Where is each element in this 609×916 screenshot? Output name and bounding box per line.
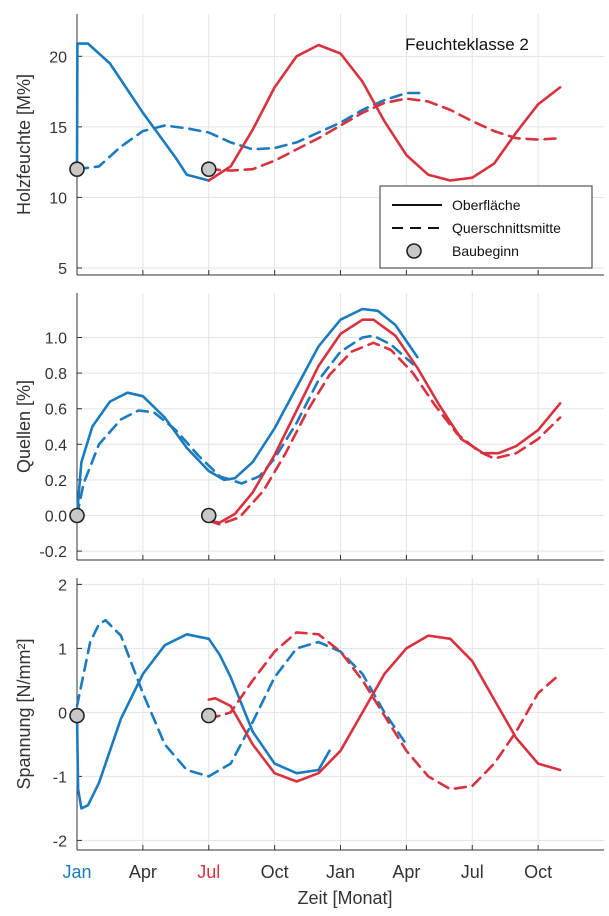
y-tick-label: 5 [58, 261, 67, 278]
y-axis-label: Holzfeuchte [M%] [14, 74, 34, 215]
series-line-blue-dashed [75, 334, 415, 517]
y-tick-label: -0.2 [39, 544, 67, 561]
y-tick-label: 0.8 [45, 366, 67, 383]
panel-annotation: Feuchteklasse 2 [405, 35, 529, 54]
series-line-red-dashed [207, 341, 562, 526]
x-tick-label: Apr [129, 862, 157, 882]
legend: Oberfläche Querschnittsmitte Baubeginn [379, 185, 593, 269]
x-tick-label: Jan [62, 862, 91, 882]
legend-marker-icon [406, 243, 422, 259]
panel-2: -0.2 0.0 0.2 0.4 0.6 0.8 1.0 Quellen [%] [14, 293, 604, 561]
x-tick-label: Oct [524, 862, 552, 882]
y-tick-label: 10 [49, 190, 67, 207]
baubeginn-marker [69, 507, 85, 524]
legend-entry-label: Querschnittsmitte [452, 220, 561, 236]
legend-entry-label: Oberfläche [452, 197, 521, 213]
baubeginn-marker [200, 707, 217, 724]
y-tick-label: -2 [53, 833, 67, 850]
y-tick-label: 15 [49, 120, 67, 137]
y-tick-label: 0.4 [45, 437, 67, 454]
x-tick-label: Apr [392, 862, 420, 882]
series-line-blue-dashed [75, 91, 421, 171]
y-tick-label: 0 [58, 705, 67, 722]
x-tick-label: Jul [197, 862, 220, 882]
y-tick-label: 0.0 [45, 509, 67, 526]
baubeginn-marker [69, 161, 85, 177]
series-line-red-solid [207, 318, 562, 524]
y-axis-label: Quellen [%] [14, 380, 34, 473]
series-line-red-solid [207, 634, 562, 783]
series-line-blue-solid [75, 307, 419, 517]
x-tick-label: Jul [461, 862, 484, 882]
legend-entry-label: Baubeginn [452, 243, 519, 259]
baubeginn-marker [200, 507, 217, 524]
y-tick-label: 0.6 [45, 402, 67, 419]
x-tick-label: Oct [261, 862, 289, 882]
y-tick-label: 1 [58, 641, 67, 658]
y-tick-label: 1.0 [45, 331, 67, 348]
y-tick-label: 0.2 [45, 473, 67, 490]
y-tick-label: -1 [53, 769, 67, 786]
baubeginn-marker [200, 161, 217, 177]
y-axis-label: Spannung [N/mm²] [14, 638, 34, 789]
series-line-blue-solid [75, 633, 331, 810]
series-line-red-solid [207, 43, 562, 182]
series-line-red-dashed [207, 97, 562, 172]
x-tick-label: Jan [326, 862, 355, 882]
panel-3: -2 -1 0 1 2 Spannung [N/mm²] [14, 577, 604, 851]
series-line-blue-solid [75, 42, 211, 182]
series-line-red-dashed [207, 631, 562, 791]
y-tick-label: 20 [49, 49, 67, 66]
x-axis-label: Zeit [Monat] [297, 888, 392, 908]
baubeginn-marker [69, 707, 85, 724]
y-tick-label: 2 [58, 577, 67, 594]
panel-1: 5 10 15 20 Holzfeuchte [M%] Feuchteklasse 2 Ob… [14, 14, 604, 278]
series-line-blue-dashed [75, 618, 408, 778]
